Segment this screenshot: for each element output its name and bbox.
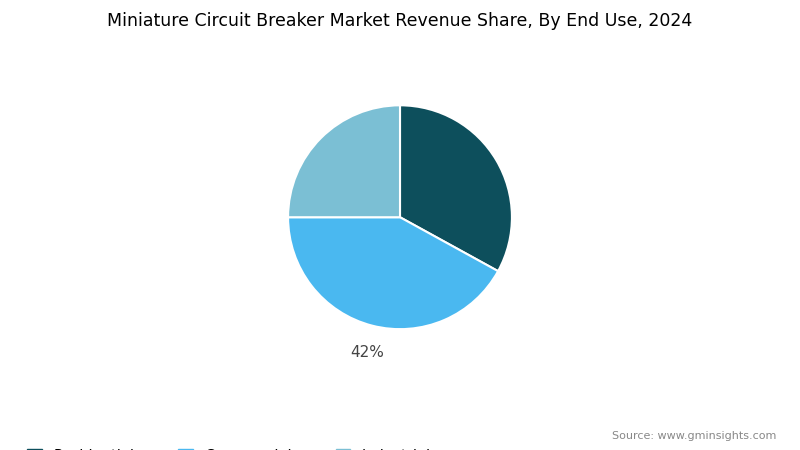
Wedge shape (288, 217, 498, 329)
Text: Source: www.gminsights.com: Source: www.gminsights.com (612, 431, 776, 441)
Wedge shape (400, 105, 512, 271)
Wedge shape (288, 105, 400, 217)
Legend: Residential, Commercial, Industrial: Residential, Commercial, Industrial (27, 449, 431, 450)
Title: Miniature Circuit Breaker Market Revenue Share, By End Use, 2024: Miniature Circuit Breaker Market Revenue… (107, 12, 693, 30)
Text: 42%: 42% (350, 345, 384, 360)
